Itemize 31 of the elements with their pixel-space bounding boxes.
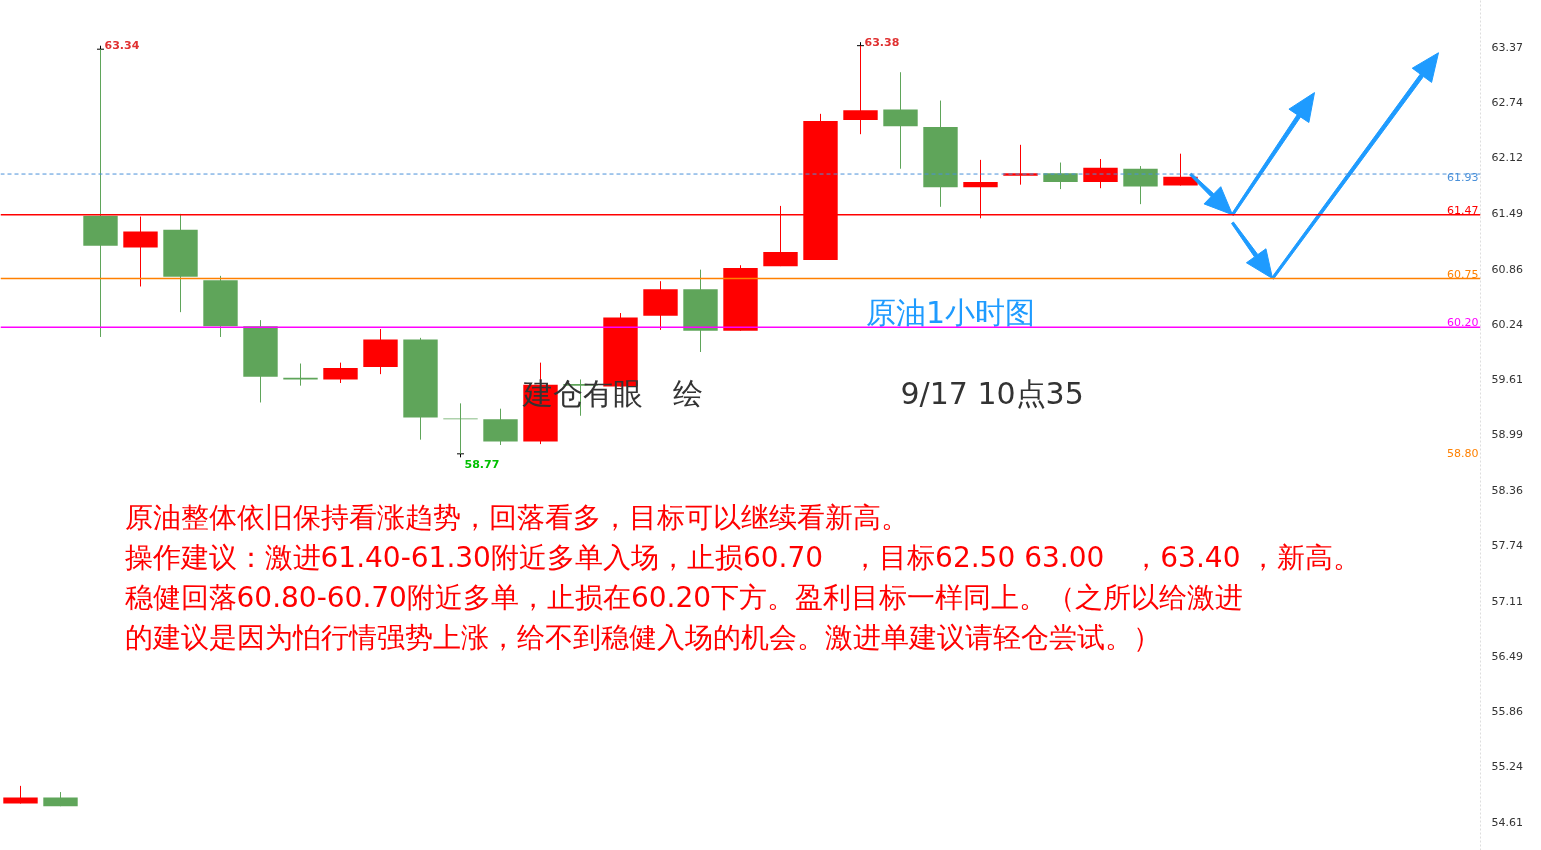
annotation: 的建议是因为怕行情强势上涨，给不到稳健入场的机会。激进单建议请轻仓尝试。）	[124, 620, 1161, 654]
y-tick-label: 55.24	[1491, 760, 1523, 774]
y-tick-label: 60.86	[1491, 262, 1523, 276]
annotation: 原油整体依旧保持看涨趋势，回落看多，目标可以继续看新高。	[124, 501, 909, 535]
y-tick-label: 59.61	[1491, 373, 1523, 387]
annotation: 稳健回落60.80-60.70附近多单，止损在60.20下方。盈利目标一样同上。（之所以给激进	[124, 580, 1244, 614]
y-tick-label: 63.37	[1491, 40, 1523, 54]
y-tick-label: 62.12	[1491, 151, 1523, 165]
annotation: 原油1小时图	[865, 294, 1036, 330]
candlestick	[83, 48, 118, 338]
y-tick-label: 55.86	[1491, 705, 1523, 719]
y-tick-label: 61.49	[1491, 207, 1523, 220]
annotation: 63.34	[104, 39, 140, 53]
y-tick-label: 60.24	[1491, 317, 1523, 331]
annotation: 操作建议：激进61.40-61.30附近多单入场，止损60.70 ，目标62.50 63.00 ，63.40 ，新高。	[124, 540, 1362, 574]
y-tick-label: 58.36	[1491, 484, 1523, 498]
ref-line-label: 60.75	[1447, 267, 1479, 281]
candlestick	[443, 402, 478, 455]
y-tick-label: 56.49	[1491, 649, 1523, 663]
y-tick-label: 58.99	[1491, 428, 1523, 442]
ref-line-label: 61.93	[1447, 171, 1479, 185]
ref-line-label: 60.20	[1447, 316, 1479, 330]
y-tick-label: 57.74	[1491, 539, 1523, 553]
annotation: 58.77	[464, 457, 500, 471]
annotation: 58.80	[1447, 446, 1479, 460]
y-tick-label: 54.61	[1491, 816, 1523, 830]
y-tick-label: 62.74	[1491, 96, 1523, 110]
annotation: 63.38	[864, 35, 900, 49]
ref-line-label: 61.47	[1447, 203, 1479, 217]
annotation: 9/17 10点35	[900, 376, 1084, 412]
y-tick-label: 57.11	[1491, 594, 1523, 608]
